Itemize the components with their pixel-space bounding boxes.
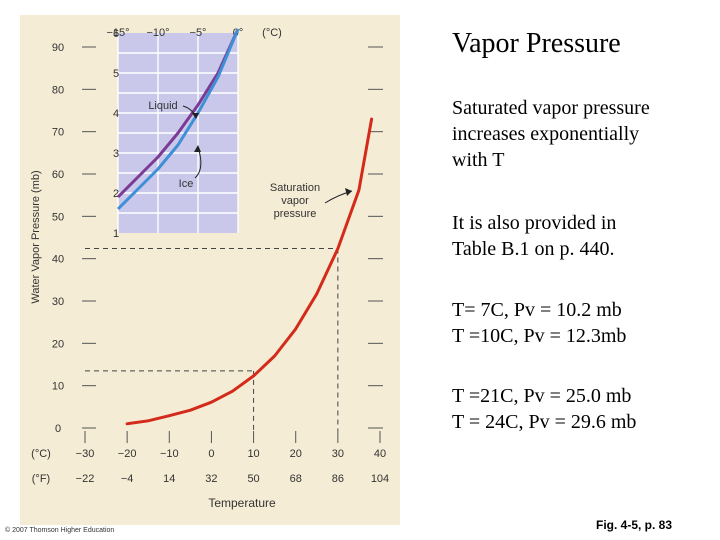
text-line: T =10C, Pv = 12.3mb — [452, 325, 627, 347]
paragraph-table-reference: It is also provided in Table B.1 on p. 4… — [452, 210, 616, 262]
x-tick-label-fahrenheit: 50 — [247, 473, 259, 485]
x-tick-label-fahrenheit: 86 — [332, 473, 344, 485]
x-tick-label-fahrenheit: 14 — [163, 473, 175, 485]
inset-x-tick-label: −15° — [106, 27, 129, 39]
inset-y-tick-label: 5 — [113, 68, 119, 80]
x-tick-label-celsius: 10 — [247, 448, 259, 460]
copyright-text: © 2007 Thomson Higher Education — [5, 527, 115, 534]
text-line: Saturated vapor pressure — [452, 97, 650, 119]
x-tick-label-celsius: 30 — [332, 448, 344, 460]
liquid-arrowhead — [192, 113, 199, 119]
x-tick-label-celsius: 20 — [290, 448, 302, 460]
inset-y-tick-label: 1 — [113, 228, 119, 240]
annotation-vapor: vapor — [281, 195, 309, 207]
inset-y-tick-label: 4 — [113, 108, 119, 120]
annotation-saturation: Saturation — [270, 182, 320, 194]
inset-y-tick-label: 6 — [113, 28, 119, 40]
text-line: with T — [452, 149, 505, 171]
liquid-curve — [116, 28, 240, 199]
y-tick-label: 60 — [52, 169, 64, 181]
x-tick-label-celsius: −10 — [160, 448, 179, 460]
annotation-arrowhead — [345, 188, 352, 196]
text-line: T = 24C, Pv = 29.6 mb — [452, 411, 637, 433]
inset-x-tick-label: −10° — [146, 27, 169, 39]
y-tick-label: 90 — [52, 42, 64, 54]
y-tick-label: 80 — [52, 84, 64, 96]
text-line: T =21C, Pv = 25.0 mb — [452, 385, 632, 407]
x-axis-label: Temperature — [208, 496, 276, 510]
ice-curve — [116, 28, 240, 211]
y-tick-label: 30 — [52, 296, 64, 308]
x-tick-label-celsius: 40 — [374, 448, 386, 460]
saturation-curve — [125, 117, 374, 426]
y-tick-label: 40 — [52, 254, 64, 266]
ice-arrowhead — [194, 145, 201, 152]
x-tick-label-fahrenheit: −4 — [121, 473, 134, 485]
x-tick-label-fahrenheit: 32 — [205, 473, 217, 485]
x-unit-celsius: (°C) — [31, 448, 51, 460]
y-tick-label: 50 — [52, 211, 64, 223]
text-line: Table B.1 on p. 440. — [452, 238, 615, 260]
x-tick-label-celsius: −30 — [76, 448, 95, 460]
text-line: It is also provided in — [452, 212, 617, 234]
x-tick-label-fahrenheit: 104 — [371, 473, 389, 485]
x-tick-label-fahrenheit: 68 — [290, 473, 302, 485]
inset-x-unit: (°C) — [262, 27, 282, 39]
paragraph-exponential: Saturated vapor pressure increases expon… — [452, 95, 650, 173]
x-tick-label-fahrenheit: −22 — [76, 473, 95, 485]
y-tick-label: 10 — [52, 381, 64, 393]
text-line: T= 7C, Pv = 10.2 mb — [452, 299, 622, 321]
y-axis-label: Water Vapor Pressure (mb) — [30, 170, 42, 303]
inset-y-tick-label: 3 — [113, 148, 119, 160]
x-unit-fahrenheit: (°F) — [32, 473, 50, 485]
annotation-pressure: pressure — [274, 208, 317, 220]
paragraph-examples-2: T =21C, Pv = 25.0 mb T = 24C, Pv = 29.6 … — [452, 383, 636, 435]
slide-title: Vapor Pressure — [452, 28, 621, 59]
liquid-label: Liquid — [148, 100, 177, 112]
vapor-pressure-chart: 0 10 20 30 40 50 60 70 80 90 −30 −22 −20 −4 −10 14 0 32 10… — [20, 15, 400, 525]
text-line: increases exponentially — [452, 123, 640, 145]
y-tick-label: 70 — [52, 127, 64, 139]
chart-svg: 0102030405060708090−30−22−20−4−101403210… — [20, 15, 400, 525]
paragraph-examples-1: T= 7C, Pv = 10.2 mb T =10C, Pv = 12.3mb — [452, 297, 626, 349]
figure-caption: Fig. 4-5, p. 83 — [596, 518, 673, 532]
y-tick-label: 20 — [52, 338, 64, 350]
inset-x-tick-label: −5° — [190, 27, 207, 39]
x-tick-label-celsius: 0 — [208, 448, 214, 460]
ice-label: Ice — [179, 178, 194, 190]
inset-y-tick-label: 2 — [113, 188, 119, 200]
y-tick-label: 0 — [55, 423, 61, 435]
x-tick-label-celsius: −20 — [118, 448, 137, 460]
inset-x-tick-label: 0° — [233, 27, 244, 39]
